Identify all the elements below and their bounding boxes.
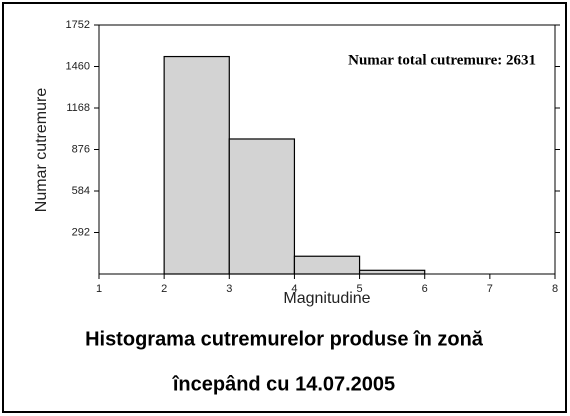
y-tick-label: 292 <box>72 226 90 238</box>
bar <box>293 255 361 275</box>
x-tick-label: 6 <box>422 283 428 295</box>
y-tick-label: 1460 <box>66 60 90 72</box>
x-axis-label: Magnitudine <box>283 290 370 307</box>
x-tick-label: 5 <box>357 283 363 295</box>
y-tick-label: 1752 <box>66 19 90 31</box>
annotation: Numar total cutremure: 2631 <box>348 52 536 68</box>
y-tick-label: 1168 <box>66 102 90 114</box>
x-tick-label: 1 <box>96 283 102 295</box>
y-tick-label: 876 <box>72 143 90 155</box>
bar <box>163 55 230 275</box>
x-tick-label: 8 <box>552 283 558 295</box>
x-tick-label: 2 <box>161 283 167 295</box>
x-tick-label: 4 <box>291 283 297 295</box>
caption-line: Histograma cutremurelor produse în zonă <box>85 328 484 350</box>
bar <box>228 138 296 275</box>
y-tick-label: 584 <box>72 185 90 197</box>
x-tick-label: 7 <box>487 283 493 295</box>
caption-line: începând cu 14.07.2005 <box>172 373 395 395</box>
x-tick-label: 3 <box>226 283 232 295</box>
bar <box>358 269 426 275</box>
y-axis-label: Numar cutremure <box>33 88 50 213</box>
frame <box>2 2 567 413</box>
